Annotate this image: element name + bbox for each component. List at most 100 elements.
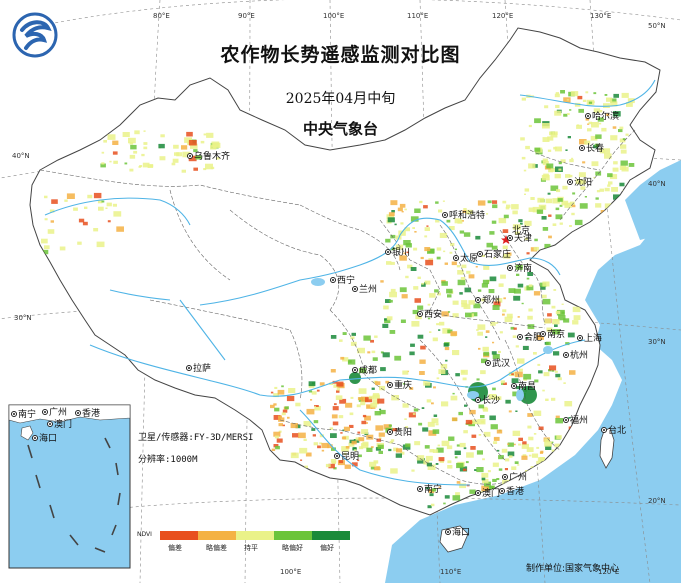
latitude-tick-label: 30°N <box>14 314 32 322</box>
satellite-sensor-label: 卫星/传感器:FY-3D/MERSI <box>138 433 254 443</box>
city-marker-icon <box>577 335 583 341</box>
city-marker-icon <box>453 255 459 261</box>
city-marker-icon <box>334 453 340 459</box>
map-agency: 中央气象台 <box>302 120 378 138</box>
city-label: 合肥 <box>524 333 543 343</box>
city-label: 广州 <box>509 473 528 483</box>
producer-label: 制作单位:国家气象中心 <box>525 564 619 574</box>
legend-class-label: 略偏好 <box>282 544 303 552</box>
inset-city-label: 澳门 <box>54 420 73 430</box>
city-label: 济南 <box>514 264 533 274</box>
inset-city-label: 广州 <box>49 408 68 418</box>
inset-city-marker-icon <box>42 409 48 415</box>
longitude-tick-label: 80°E <box>153 12 170 20</box>
city-marker-icon <box>330 277 336 283</box>
city-marker-icon <box>511 383 517 389</box>
city-label: 昆明 <box>341 452 360 462</box>
legend-class-label: 略偏差 <box>206 544 227 552</box>
city-label: 杭州 <box>570 351 589 361</box>
longitude-tick-label-bottom: 100°E <box>280 568 302 576</box>
inset-city-label: 香港 <box>82 409 101 419</box>
city-marker-icon <box>540 331 546 337</box>
province-borders <box>39 129 636 485</box>
legend-class-label: 偏好 <box>320 544 334 552</box>
longitude-tick-label: 110°E <box>407 12 429 20</box>
city-label: 乌鲁木齐 <box>194 152 231 162</box>
city-marker-icon <box>499 488 505 494</box>
inset-city-marker-icon <box>47 421 53 427</box>
city-label: 重庆 <box>394 381 413 391</box>
map-period: 2025年04月中旬 <box>285 91 396 107</box>
longitude-tick-label: 130°E <box>590 12 612 20</box>
city-label: 福州 <box>570 416 589 426</box>
capital-star-icon <box>501 235 511 244</box>
city-label: 哈尔滨 <box>592 112 620 122</box>
city-label: 石家庄 <box>484 250 512 260</box>
inset-city-marker-icon <box>75 410 81 416</box>
city-marker-icon <box>387 382 393 388</box>
legend-color-swatch <box>274 531 312 540</box>
city-label: 长春 <box>586 144 605 154</box>
city-label: 拉萨 <box>193 364 212 374</box>
china-landmass <box>29 27 661 516</box>
city-marker-icon <box>442 212 448 218</box>
city-marker-icon <box>517 334 523 340</box>
city-label: 海口 <box>452 528 471 538</box>
longitude-tick-label-bottom: 110°E <box>440 568 462 576</box>
city-label: 香港 <box>506 487 525 497</box>
legend-color-swatch <box>160 531 198 540</box>
longitude-tick-label: 100°E <box>323 12 345 20</box>
city-marker-icon <box>601 427 607 433</box>
map-title: 农作物长势遥感监测对比图 <box>220 44 461 66</box>
legend-index-label: NDVI <box>137 531 152 538</box>
city-marker-icon <box>352 286 358 292</box>
city-label: 南昌 <box>518 382 537 392</box>
sea-north-east <box>625 160 681 240</box>
longitude-tick-label-bottom: 120°E <box>598 568 620 576</box>
city-label: 西宁 <box>337 276 356 286</box>
city-label: 成都 <box>359 366 378 376</box>
inset-city-label: 海口 <box>39 434 58 444</box>
city-label: 西安 <box>424 310 443 320</box>
city-marker-icon <box>387 429 393 435</box>
city-marker-icon <box>475 490 481 496</box>
city-label: 太原 <box>460 254 479 264</box>
city-marker-icon <box>502 474 508 480</box>
city-marker-icon <box>417 311 423 317</box>
city-marker-icon <box>563 417 569 423</box>
city-marker-icon <box>385 249 391 255</box>
city-label: 银川 <box>392 248 411 258</box>
latitude-tick-label: 30°N <box>648 338 666 346</box>
city-marker-icon <box>507 235 513 241</box>
city-marker-icon <box>417 486 423 492</box>
city-label: 天津 <box>514 234 533 244</box>
resolution-label: 分辨率:1000M <box>138 455 198 465</box>
city-marker-icon <box>475 297 481 303</box>
city-label: 呼和浩特 <box>449 211 486 221</box>
longitude-tick-label: 120°E <box>492 12 514 20</box>
city-marker-icon <box>507 265 513 271</box>
legend-class-label: 持平 <box>244 544 258 552</box>
taiwan-island <box>599 427 615 469</box>
city-label: 上海 <box>584 334 603 344</box>
city-marker-icon <box>187 153 193 159</box>
inset-city-marker-icon <box>32 435 38 441</box>
latitude-tick-label: 40°N <box>648 180 666 188</box>
latitude-tick-label: 50°N <box>648 22 666 30</box>
legend-color-swatch <box>198 531 236 540</box>
legend-color-swatch <box>236 531 274 540</box>
city-marker-icon <box>585 113 591 119</box>
city-label: 沈阳 <box>574 178 593 188</box>
city-label: 郑州 <box>482 296 501 306</box>
city-marker-icon <box>352 367 358 373</box>
city-label: 武汉 <box>492 359 511 369</box>
inset-city-label: 南宁 <box>18 410 37 420</box>
city-marker-icon <box>475 397 481 403</box>
city-marker-icon <box>186 365 192 371</box>
city-label: 南京 <box>547 330 566 340</box>
city-label: 南宁 <box>424 485 443 495</box>
legend-color-swatch <box>312 531 350 540</box>
latitude-tick-label: 40°N <box>12 152 30 160</box>
